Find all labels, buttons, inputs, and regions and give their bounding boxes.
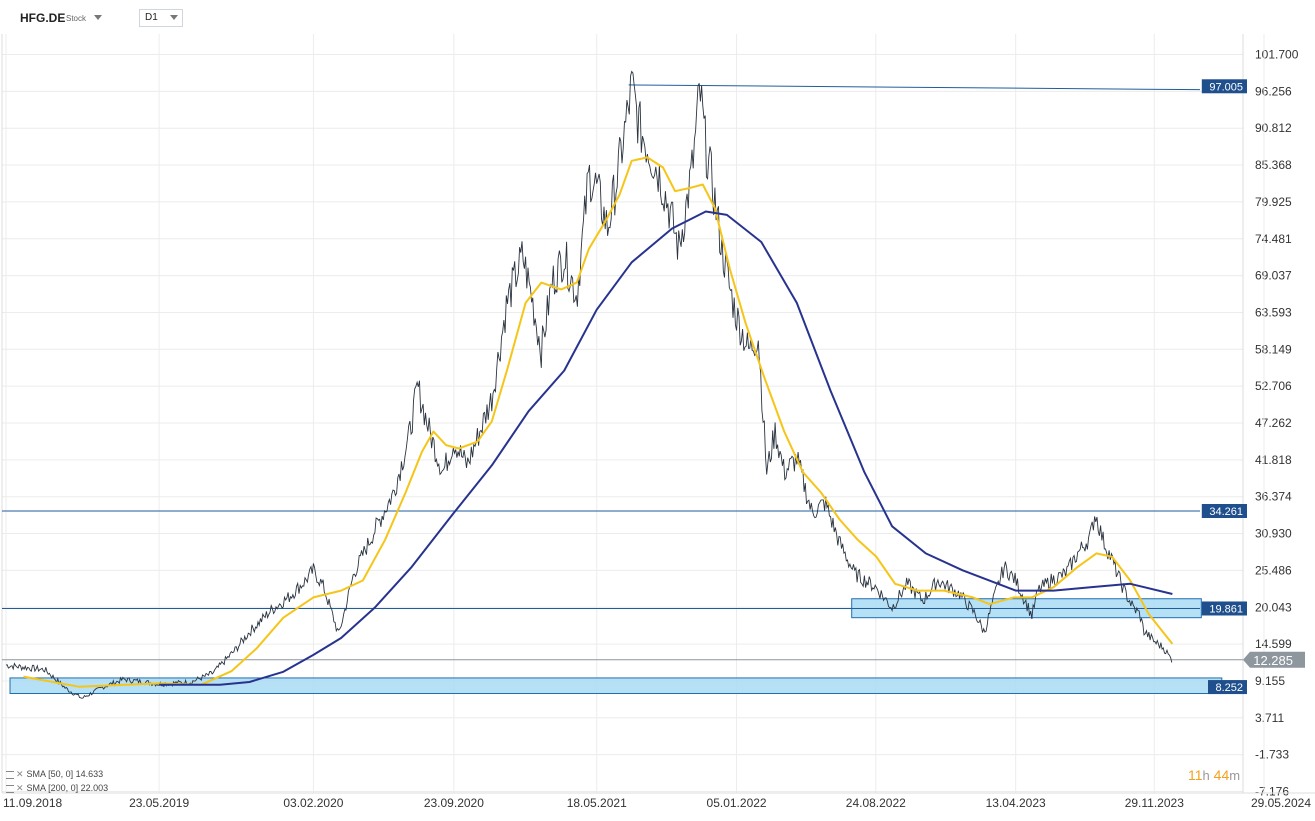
legend-params: [50, 0] xyxy=(48,769,74,779)
x-tick-label: 03.02.2020 xyxy=(283,796,343,810)
y-tick-label: 25.486 xyxy=(1255,563,1292,577)
level-tag xyxy=(1201,79,1247,94)
level-tag xyxy=(1201,504,1247,519)
legend-label: SMA xyxy=(26,769,46,779)
y-tick-label: 47.262 xyxy=(1255,416,1292,430)
current-price-tag xyxy=(1243,651,1305,668)
x-tick-label: 24.08.2022 xyxy=(846,796,906,810)
timer-hours-unit: h xyxy=(1202,768,1210,783)
y-tick-label: 58.149 xyxy=(1255,342,1292,356)
legend-sma200[interactable]: ✕ SMA [200, 0] 22.003 xyxy=(6,783,108,794)
legend-settings-icon[interactable] xyxy=(6,770,14,779)
y-tick-label: 20.043 xyxy=(1255,600,1292,614)
y-tick-label: 101.700 xyxy=(1255,48,1299,62)
y-tick-label: 96.256 xyxy=(1255,84,1292,98)
level-tag-label: 19.861 xyxy=(1209,603,1243,615)
legend-remove-icon[interactable]: ✕ xyxy=(16,769,24,779)
level-tag xyxy=(1201,601,1247,616)
y-tick-label: 85.368 xyxy=(1255,158,1292,172)
level-tag-label: 8.252 xyxy=(1215,682,1243,694)
symbol-dropdown-caret-icon[interactable] xyxy=(94,15,102,20)
legend-value: 14.633 xyxy=(75,769,104,779)
current-price-label: 12.285 xyxy=(1253,653,1293,668)
x-tick-label: 18.05.2021 xyxy=(567,796,627,810)
instrument-type-label: Stock xyxy=(66,14,87,23)
timeframe-caret-icon xyxy=(170,15,178,20)
timeframe-select[interactable]: D1 xyxy=(139,9,183,27)
timeframe-value: D1 xyxy=(145,12,158,23)
legend-sma50[interactable]: ✕ SMA [50, 0] 14.633 xyxy=(6,769,103,780)
y-tick-label: 41.818 xyxy=(1255,453,1292,467)
level-tag-label: 97.005 xyxy=(1209,81,1243,93)
x-tick-label: 05.01.2022 xyxy=(707,796,767,810)
y-tick-label: 69.037 xyxy=(1255,269,1292,283)
y-tick-label: 52.706 xyxy=(1255,379,1292,393)
candle-timer: 11h 44m xyxy=(1188,767,1240,783)
y-tick-label: 3.711 xyxy=(1255,711,1284,725)
legend-label: SMA xyxy=(26,783,46,793)
y-tick-label: 9.155 xyxy=(1255,674,1285,688)
level-tag-label: 34.261 xyxy=(1209,506,1243,518)
legend-params: [200, 0] xyxy=(48,783,79,793)
x-tick-label: 29.05.2024 xyxy=(1251,796,1311,810)
x-tick-label: 29.11.2023 xyxy=(1125,796,1184,810)
y-tick-label: 14.599 xyxy=(1255,637,1292,651)
x-tick-label: 11.09.2018 xyxy=(3,796,62,810)
sma50-line xyxy=(23,156,1174,688)
x-tick-label: 23.05.2019 xyxy=(129,796,189,810)
y-tick-label: 36.374 xyxy=(1255,490,1292,504)
y-tick-label: 63.593 xyxy=(1255,305,1292,319)
y-tick-label: 90.812 xyxy=(1255,121,1292,135)
y-tick-label: 74.481 xyxy=(1255,232,1292,246)
y-tick-label: -1.733 xyxy=(1255,748,1289,762)
sma200-line xyxy=(159,210,1173,686)
x-tick-label: 23.09.2020 xyxy=(424,796,484,810)
timer-hours: 11 xyxy=(1188,767,1203,783)
support-zone xyxy=(9,677,1223,695)
symbol-label[interactable]: HFG.DE xyxy=(20,11,66,25)
timer-minutes: 44 xyxy=(1213,767,1230,783)
y-tick-label: 79.925 xyxy=(1255,195,1292,209)
level-tag xyxy=(1208,680,1247,695)
price-series-line xyxy=(5,70,1173,699)
horizontal-level-line xyxy=(628,84,1201,91)
legend-value: 22.003 xyxy=(80,783,109,793)
chart-toolbar: HFG.DE Stock D1 xyxy=(0,0,1315,34)
timer-minutes-unit: m xyxy=(1229,768,1241,783)
x-tick-label: 13.04.2023 xyxy=(986,796,1046,810)
legend-settings-icon[interactable] xyxy=(6,784,14,793)
y-tick-label: 30.930 xyxy=(1255,527,1292,541)
legend-remove-icon[interactable]: ✕ xyxy=(16,783,24,793)
